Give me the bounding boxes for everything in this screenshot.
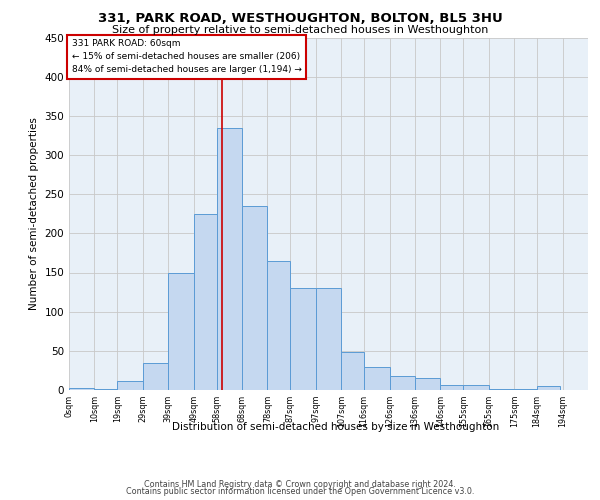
Bar — [242, 206, 268, 390]
Bar — [268, 261, 290, 390]
Y-axis label: Number of semi-detached properties: Number of semi-detached properties — [29, 118, 39, 310]
Bar — [94, 389, 118, 390]
Bar — [415, 378, 440, 390]
Text: Size of property relative to semi-detached houses in Westhoughton: Size of property relative to semi-detach… — [112, 25, 488, 35]
Text: Contains public sector information licensed under the Open Government Licence v3: Contains public sector information licen… — [126, 487, 474, 496]
Bar — [440, 386, 463, 390]
Text: 331, PARK ROAD, WESTHOUGHTON, BOLTON, BL5 3HU: 331, PARK ROAD, WESTHOUGHTON, BOLTON, BL… — [98, 12, 502, 26]
Bar — [290, 288, 316, 390]
Bar — [364, 366, 389, 390]
Text: Distribution of semi-detached houses by size in Westhoughton: Distribution of semi-detached houses by … — [172, 422, 500, 432]
Bar — [143, 362, 168, 390]
Text: 331 PARK ROAD: 60sqm
← 15% of semi-detached houses are smaller (206)
84% of semi: 331 PARK ROAD: 60sqm ← 15% of semi-detac… — [71, 39, 301, 74]
Bar — [316, 288, 341, 390]
Bar — [168, 272, 194, 390]
Bar — [118, 380, 143, 390]
Bar — [194, 214, 217, 390]
Bar — [389, 376, 415, 390]
Bar — [537, 386, 560, 390]
Bar — [341, 352, 364, 390]
Bar — [514, 389, 537, 390]
Bar — [489, 389, 514, 390]
Bar — [217, 128, 242, 390]
Bar — [463, 386, 489, 390]
Bar — [69, 388, 94, 390]
Text: Contains HM Land Registry data © Crown copyright and database right 2024.: Contains HM Land Registry data © Crown c… — [144, 480, 456, 489]
